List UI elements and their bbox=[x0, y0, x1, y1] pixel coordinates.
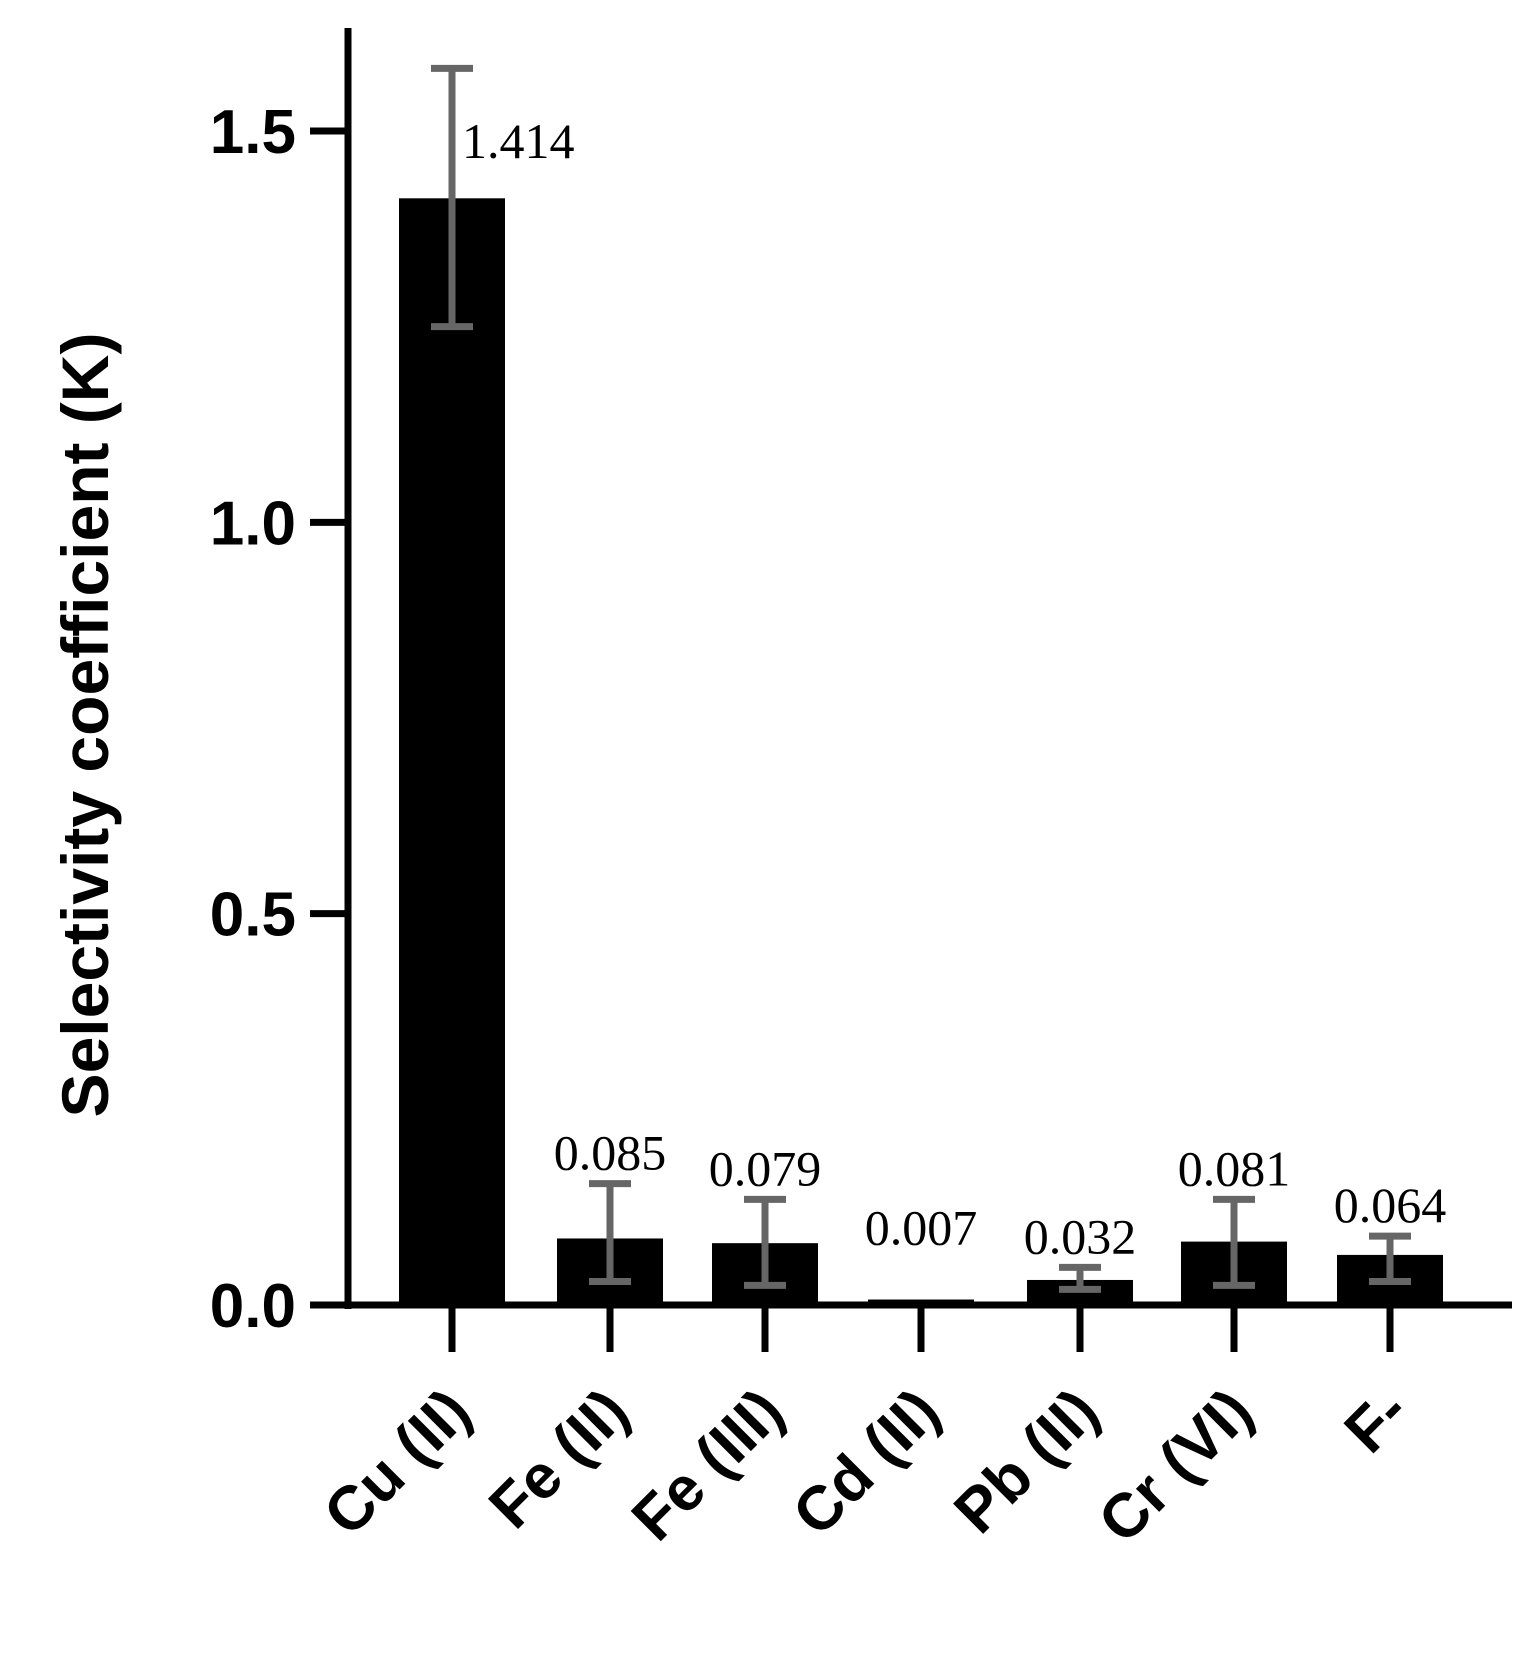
x-tick-label: Cd (II) bbox=[780, 1376, 953, 1549]
x-tick-label: Fe (II) bbox=[476, 1376, 642, 1542]
data-label: 0.007 bbox=[865, 1200, 978, 1256]
y-tick-label: 0.5 bbox=[210, 881, 296, 950]
y-tick-label: 1.5 bbox=[210, 98, 296, 167]
x-tick-label: F- bbox=[1332, 1376, 1422, 1466]
x-tick-label: Cu (II) bbox=[311, 1376, 484, 1549]
data-label: 0.032 bbox=[1024, 1208, 1137, 1264]
data-label: 1.414 bbox=[462, 113, 575, 169]
x-tick-label: Pb (II) bbox=[941, 1376, 1112, 1547]
x-tick-label: Cr (VI) bbox=[1086, 1376, 1266, 1556]
y-tick-label: 1.0 bbox=[210, 489, 296, 558]
y-tick-label: 0.0 bbox=[210, 1272, 296, 1341]
data-label: 0.085 bbox=[554, 1125, 667, 1181]
bar bbox=[399, 198, 505, 1305]
y-axis-title: Selectivity coefficient (K) bbox=[48, 333, 122, 1118]
data-label: 0.079 bbox=[709, 1140, 822, 1196]
data-label: 0.064 bbox=[1334, 1177, 1447, 1233]
x-tick-label: Fe (III) bbox=[619, 1376, 797, 1554]
data-label: 0.081 bbox=[1178, 1140, 1291, 1196]
